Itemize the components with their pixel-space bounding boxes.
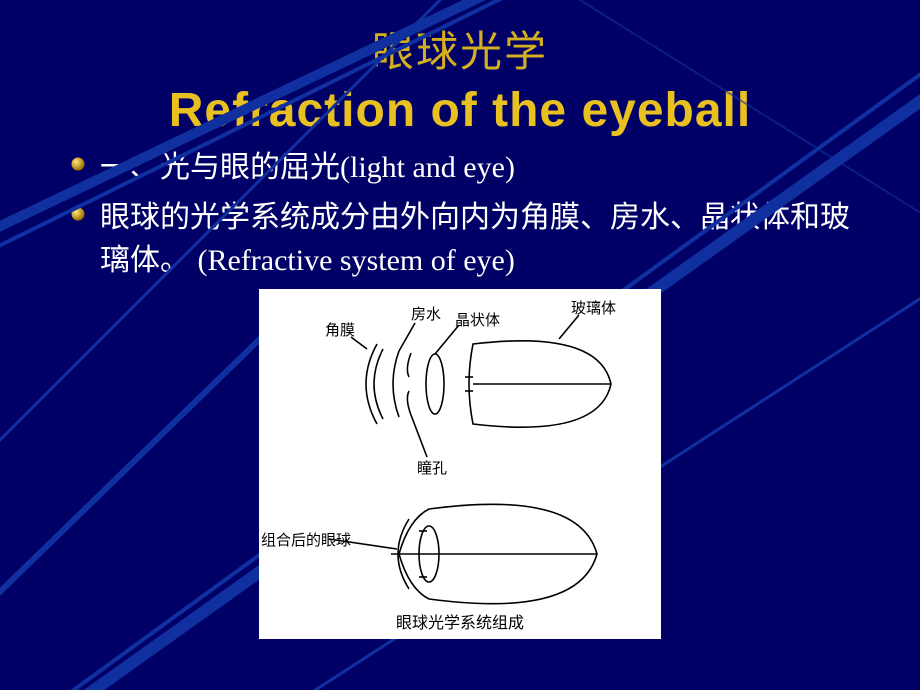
title-chinese: 眼球光学 (0, 0, 920, 79)
figure-caption: 眼球光学系统组成 (259, 609, 661, 633)
bullet-list: 一、光与眼的屈光(light and eye) 眼球的光学系统成分由外向内为角膜… (70, 146, 860, 283)
label-combined: 组合后的眼球 (261, 529, 351, 550)
bullet-icon (70, 156, 86, 172)
eye-diagram: 角膜 房水 晶状体 玻璃体 瞳孔 组合后的眼球 眼球光学系统组成 (259, 289, 661, 639)
bullet-icon (70, 206, 86, 222)
list-item: 一、光与眼的屈光(light and eye) (70, 146, 860, 190)
list-item: 眼球的光学系统成分由外向内为角膜、房水、晶状体和玻璃体。 (Refractive… (70, 196, 860, 283)
label-pupil: 瞳孔 (417, 457, 447, 478)
slide: 眼球光学 Refraction of the eyeball 一、光与眼的屈光(… (0, 0, 920, 690)
title-english: Refraction of the eyeball (0, 83, 920, 138)
eye-diagram-svg (259, 289, 661, 639)
bullet-text: 眼球的光学系统成分由外向内为角膜、房水、晶状体和玻璃体。 (Refractive… (100, 196, 860, 283)
label-vitreous: 玻璃体 (571, 297, 616, 318)
label-cornea: 角膜 (325, 319, 355, 340)
bullet-text: 一、光与眼的屈光(light and eye) (100, 146, 515, 190)
label-aqueous: 房水 (411, 303, 441, 324)
label-lens: 晶状体 (455, 309, 500, 330)
